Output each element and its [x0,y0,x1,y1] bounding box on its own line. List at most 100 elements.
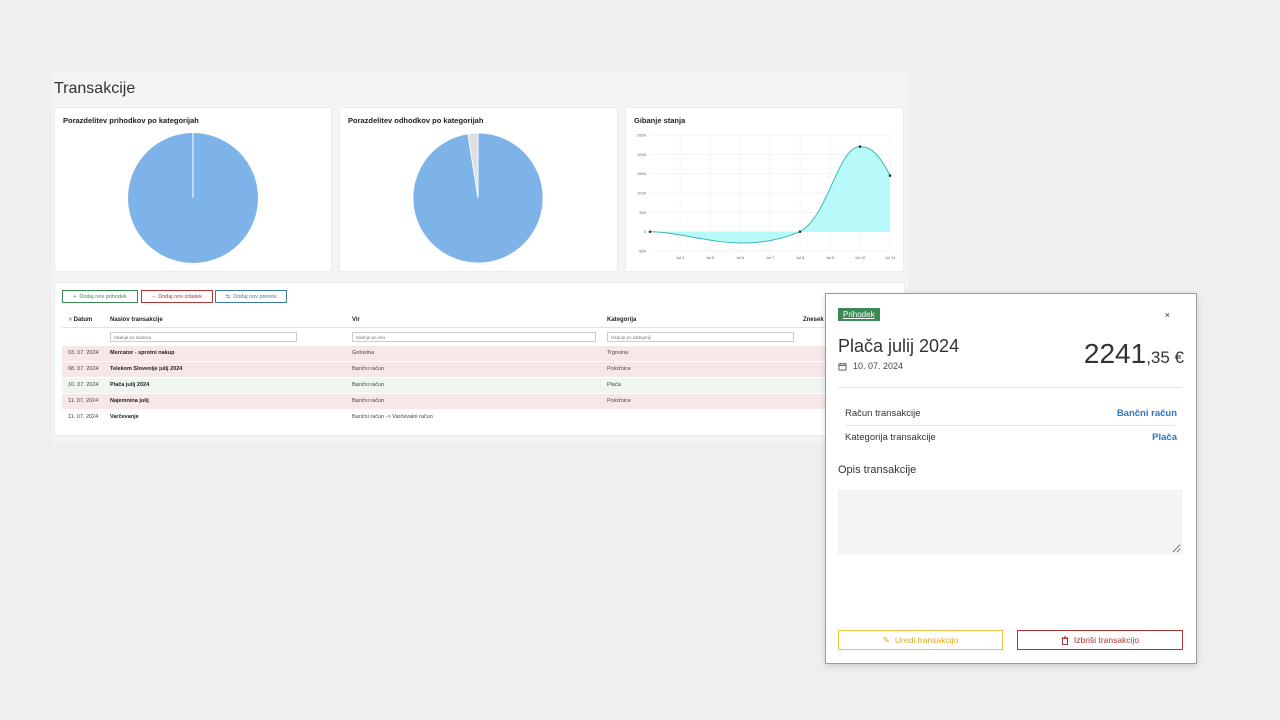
balance-area [650,146,890,244]
add-income-button[interactable]: + Dodaj nov prihodek [62,290,138,303]
description-textarea[interactable] [838,490,1182,554]
x-tick-label: Jul 9 [826,255,835,260]
row-source: Gotovina [352,350,375,356]
row-category: Položnice [607,366,631,372]
account-label: Račun transakcije [845,408,921,419]
balance-chart-title: Gibanje stanja [634,116,686,125]
table-row[interactable]: 11. 07. 2024 Najemnina julij Bančni raču… [62,394,902,409]
table-row[interactable]: 10. 07. 2024 Plača julij 2024 Bančni rač… [62,378,902,393]
delete-transaction-label: Izbriši transakcijo [1073,635,1140,645]
income-pie-chart [128,133,258,263]
sort-desc-icon: ˅ [69,317,72,323]
delete-transaction-button[interactable]: Izbriši transakcijo [1017,630,1183,650]
pencil-icon: ✎ [882,634,890,645]
row-source: Bančni račun [352,366,385,372]
filter-source-input[interactable] [352,332,596,342]
filter-title-input[interactable] [110,332,297,342]
row-date: 08. 07. 2024 [68,366,99,372]
pie-slice [467,132,479,199]
transaction-date-text: 10. 07. 2024 [853,361,904,371]
table-row[interactable]: 08. 07. 2024 Telekom Slovenije julij 202… [62,362,902,377]
column-header-source[interactable]: Vir [352,317,360,323]
data-point [888,174,892,177]
expense-chart-title: Porazdelitev odhodkov po kategorijah [348,116,484,125]
x-tick-label: Jul 11 [885,255,896,260]
row-title: Mercator - sprotni nakup [110,350,175,356]
transactions-page: Transakcije Porazdelitev prihodkov po ka… [52,72,908,442]
y-tick-label: 1500 [637,171,647,176]
table-row[interactable]: 11. 07. 2024 Varčevanje Bančni račun -> … [62,410,902,425]
add-transfer-button[interactable]: ⇆ Dodaj nov prenos [215,290,287,303]
row-title: Plača julij 2024 [110,382,150,388]
row-source: Bančni račun [352,398,385,404]
expense-chart-card: Porazdelitev odhodkov po kategorijah [339,107,618,272]
trash-icon [1061,635,1069,645]
add-transfer-label: Dodaj nov prenos [233,293,277,300]
row-category: Plača [607,382,621,388]
category-value-link[interactable]: Plača [1152,432,1177,443]
y-tick-label: 500 [639,210,646,215]
balance-line [649,146,891,244]
edit-transaction-button[interactable]: ✎ Uredi transakcijo [838,630,1003,650]
column-header-title[interactable]: Naslov transakcije [110,317,163,323]
close-button[interactable]: × [1164,310,1170,320]
x-tick-label: Jul 5 [706,255,715,260]
x-tick-label: Jul 6 [736,255,745,260]
minus-icon: − [152,293,156,300]
add-expense-button[interactable]: − Dodaj nov izdatek [141,290,213,303]
data-point [648,230,652,233]
row-title: Najemnina julij [110,398,149,404]
filter-category-input[interactable] [607,332,794,342]
transactions-table-card: + Dodaj nov prihodek − Dodaj nov izdatek… [54,282,905,436]
x-tick-label: Jul 4 [676,255,685,260]
category-label: Kategorija transakcije [845,432,936,443]
transaction-amount: 2241,35 € [1084,338,1184,370]
x-tick-label: Jul 10 [855,255,866,260]
table-row[interactable]: 03. 07. 2024 Mercator - sprotni nakup Go… [62,346,902,361]
account-value-link[interactable]: Bančni račun [1116,408,1177,419]
plus-icon: + [73,293,77,300]
data-point [798,230,802,233]
balance-chart-card: Gibanje stanja 2500 2000 1500 1000 500 0 -500 J… [625,107,904,272]
row-date: 03. 07. 2024 [68,350,99,356]
row-title: Varčevanje [110,414,139,420]
data-point [858,145,862,148]
balance-line-chart: 2500 2000 1500 1000 500 0 -500 Jul 4 Jul 5 Jul 6 J… [637,133,896,261]
row-category: Položnice [607,398,631,404]
transaction-detail-panel: Prihodek × Plača julij 2024 10. 07. 2024… [825,293,1197,664]
y-tick-label: 0 [644,229,647,234]
page-title: Transakcije [54,80,136,97]
x-tick-label: Jul 8 [796,255,805,260]
row-source: Bančni račun -> Varčevalni račun [352,414,433,420]
amount-decimal: ,35 € [1146,348,1184,367]
y-tick-label: 2000 [637,152,647,157]
transaction-title: Plača julij 2024 [838,336,960,356]
row-source: Bančni račun [352,382,385,388]
transaction-type-badge[interactable]: Prihodek [838,308,880,321]
row-date: 11. 07. 2024 [68,414,99,420]
header-divider [62,327,902,328]
transaction-date: 10. 07. 2024 [838,361,903,371]
divider [838,387,1182,388]
y-tick-label: 2500 [637,133,647,138]
row-category: Trgovina [607,350,629,356]
y-tick-label: 1000 [637,191,647,196]
description-heading: Opis transakcije [838,464,917,476]
x-tick-label: Jul 7 [766,255,775,260]
row-date: 11. 07. 2024 [68,398,99,404]
transfer-icon: ⇆ [225,293,231,300]
expense-pie-chart [412,132,544,264]
row-date: 10. 07. 2024 [68,382,99,388]
row-title: Telekom Slovenije julij 2024 [110,366,183,372]
add-expense-label: Dodaj nov izdatek [158,293,202,300]
column-header-amount[interactable]: Znesek [803,317,824,323]
edit-transaction-label: Uredi transakcijo [894,635,959,645]
income-chart-card: Porazdelitev prihodkov po kategorijah [54,107,332,272]
column-header-date[interactable]: ˅ Datum [69,317,92,323]
calendar-icon [838,362,847,371]
y-tick-label: -500 [638,249,647,254]
income-chart-title: Porazdelitev prihodkov po kategorijah [63,116,199,125]
column-header-category[interactable]: Kategorija [607,317,637,323]
amount-integer: 2241 [1083,338,1147,369]
divider [845,425,1175,426]
